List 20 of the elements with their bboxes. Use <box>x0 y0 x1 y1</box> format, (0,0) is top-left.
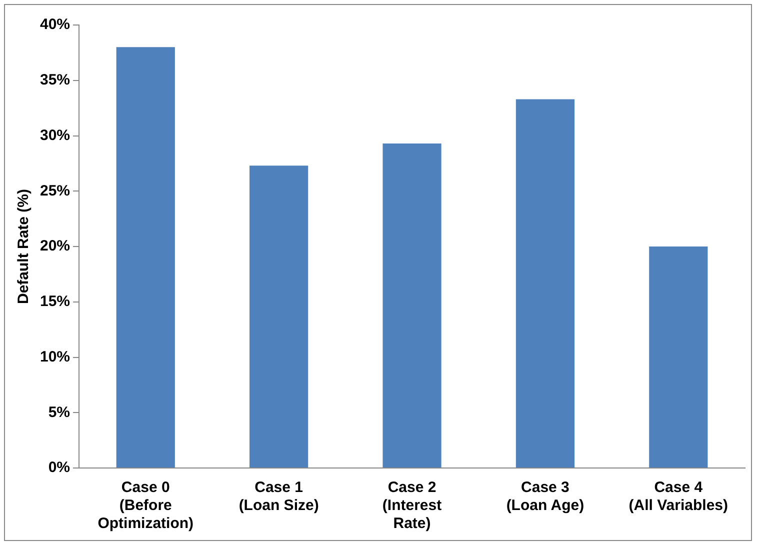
x-tick-label: Case 1 (Loan Size) <box>238 479 319 514</box>
x-tick-label: Case 2 (Interest Rate) <box>382 479 442 532</box>
y-tick-label: 40% <box>40 16 70 34</box>
x-tick-label: Case 0 (Before Optimization) <box>98 479 194 532</box>
y-tick-label: 20% <box>40 238 70 255</box>
bar <box>516 99 575 468</box>
y-tick-label: 0% <box>48 459 70 476</box>
y-tick-label: 5% <box>48 404 70 421</box>
bar <box>250 166 308 468</box>
y-tick-label: 25% <box>40 182 70 200</box>
bar <box>116 47 175 468</box>
y-axis-title: Default Rate (%) <box>15 188 32 304</box>
x-tick-label: Case 4 (All Variables) <box>628 479 728 514</box>
x-tick-label: Case 3 (Loan Age) <box>506 479 584 514</box>
y-tick-label: 30% <box>40 126 70 144</box>
y-tick-label: 10% <box>40 348 70 366</box>
bar <box>649 246 708 468</box>
y-tick-label: 35% <box>40 72 70 89</box>
bar <box>382 144 442 468</box>
y-tick-label: 15% <box>40 293 70 310</box>
